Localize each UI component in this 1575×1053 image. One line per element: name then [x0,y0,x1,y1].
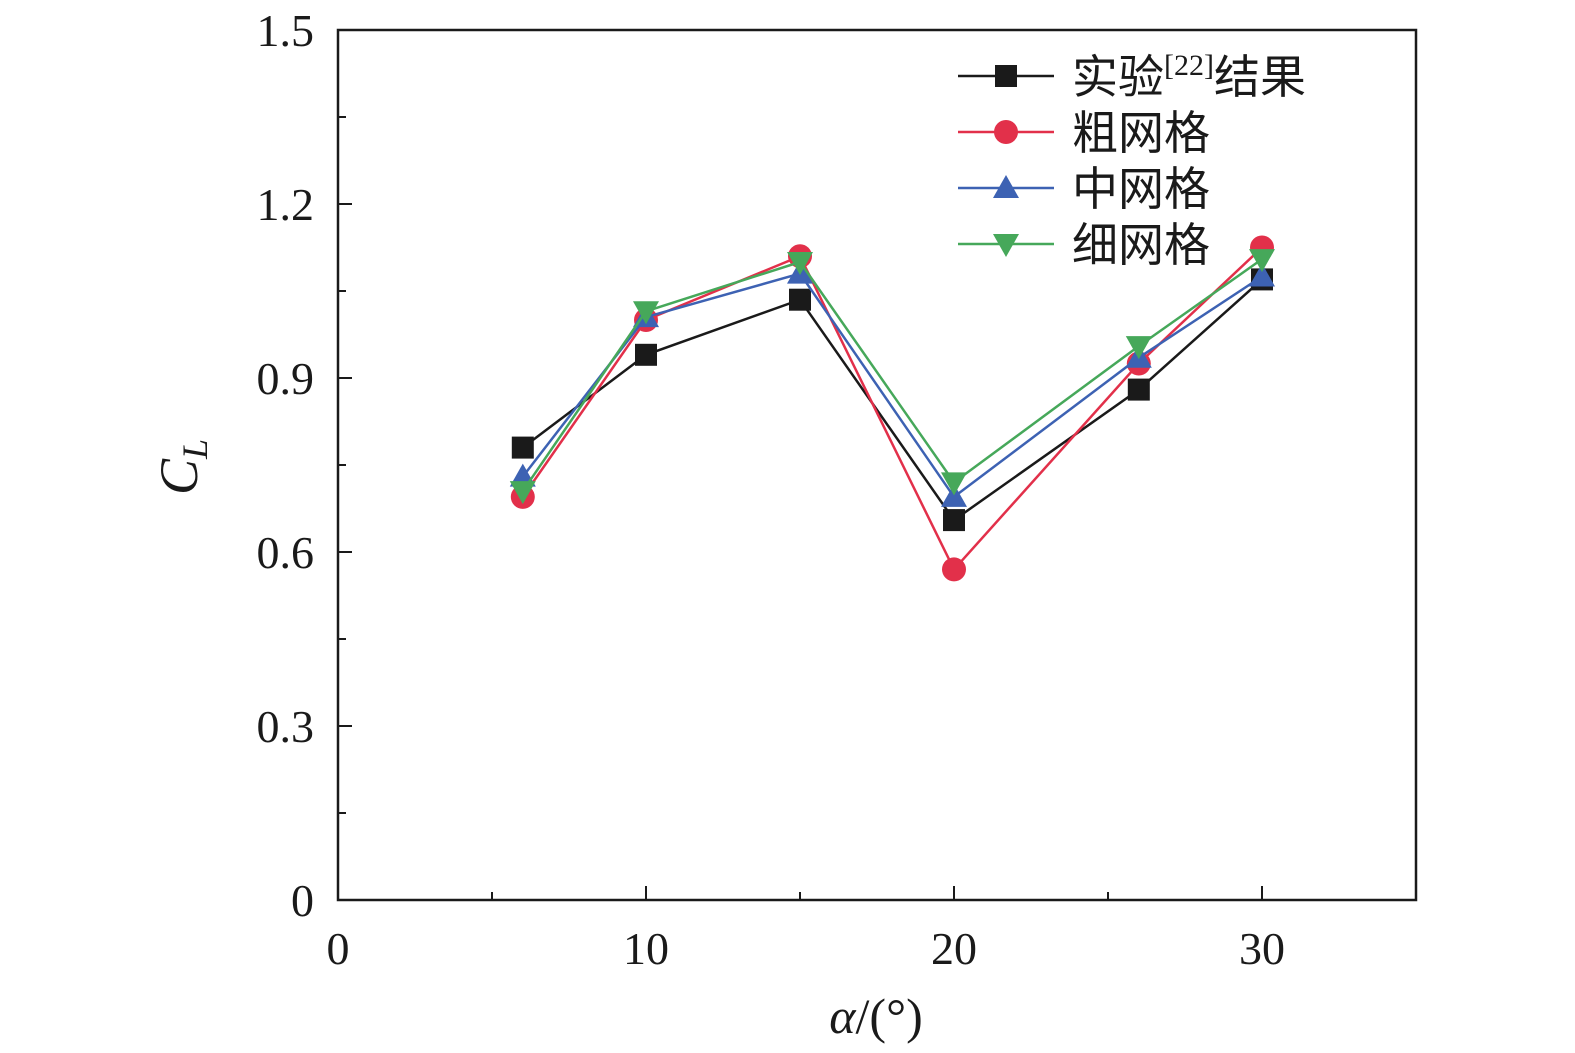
legend-marker [993,234,1019,257]
series-line [522,278,1263,522]
y-axis-symbol: C [149,458,209,495]
y-tick-label: 0.9 [257,353,315,404]
y-axis-title: CL [149,439,215,495]
data-point [941,472,967,496]
data-point [787,252,813,275]
series-1 [511,268,1273,532]
legend-label: 粗网格 [1072,106,1210,160]
x-axis-symbol: α [829,988,857,1044]
x-tick-label: 20 [931,923,977,974]
data-point [509,481,536,505]
plot-frame [336,28,1418,902]
legend-label: 实验[22]结果 [1072,49,1306,104]
data-series [509,235,1275,582]
y-tick-label: 0.3 [257,701,315,752]
data-point [635,343,657,366]
data-point [1127,378,1150,401]
legend-item-3: 中网格 [958,162,1210,216]
y-tick-label: 0 [291,875,314,926]
y-tick-label: 0.6 [257,527,315,578]
data-point [633,301,659,325]
legend-marker [993,175,1019,198]
legend-item-4: 细网格 [958,218,1210,272]
y-tick-label: 1.5 [257,5,315,56]
data-point [1249,249,1275,273]
legend-marker [994,120,1018,144]
x-tick-label: 30 [1239,923,1285,974]
series-4 [509,249,1275,505]
x-axis-title: α/(°) [829,988,922,1044]
data-point [511,436,534,459]
data-point [943,509,965,532]
y-axis-subscript: L [175,439,215,460]
data-point [789,288,811,311]
x-axis-unit: /(°) [856,988,923,1044]
legend-label: 细网格 [1072,218,1210,272]
legend-label: 中网格 [1072,162,1210,216]
series-line [521,272,1263,499]
x-tick-label: 0 [327,923,350,974]
axes: 0 10 20 30 0 0.3 0.6 0.9 1.2 1.5 [257,5,1418,974]
series-3 [509,260,1275,507]
y-tick-label: 1.2 [257,179,315,230]
legend-item-1: 实验[22]结果 [958,49,1306,104]
legend-item-2: 粗网格 [958,106,1210,160]
data-point [942,557,966,582]
data-point [1125,336,1152,360]
x-tick-label: 10 [623,923,669,974]
series-line [521,258,1263,492]
legend-marker [995,65,1017,87]
data-point [1249,263,1275,287]
